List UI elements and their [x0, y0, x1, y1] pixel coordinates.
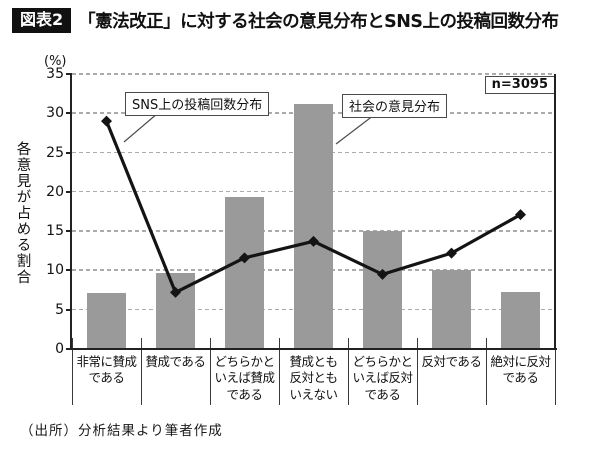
annotation-society-opinion-distribution: 社会の意見分布 [342, 94, 448, 118]
x-category-separator [209, 338, 211, 405]
y-tick-mark [66, 73, 72, 75]
x-tick-label: 非常に賛成 である [76, 354, 137, 386]
bar [225, 197, 264, 349]
x-category-separator [416, 338, 418, 405]
y-tick-label: 15 [46, 223, 64, 240]
y-tick-label: 5 [55, 301, 64, 318]
x-category-separator [485, 338, 487, 405]
gridline [72, 73, 555, 75]
y-tick-label: 25 [46, 144, 64, 161]
source-note: （出所）分析結果より筆者作成 [20, 423, 223, 439]
y-tick-label: 35 [46, 66, 64, 82]
y-tick-mark [66, 151, 72, 154]
diamond-marker [446, 247, 457, 259]
y-tick-mark [66, 348, 72, 350]
y-axis-title: 各意見が占める割合 [14, 141, 31, 285]
bar [294, 103, 333, 349]
bar [432, 270, 471, 349]
y-tick-mark [66, 308, 72, 311]
x-category-separator [140, 338, 142, 405]
y-axis-line [70, 74, 72, 350]
x-category-separator [71, 338, 73, 405]
figure-number-badge: 図表2 [12, 8, 72, 33]
diamond-marker [101, 115, 112, 127]
x-category-separator [554, 338, 556, 405]
x-tick-label: 賛成とも 反対とも いえない [289, 354, 338, 402]
x-tick-label: どちらかと いえば反対 である [352, 354, 413, 402]
diamond-marker [515, 209, 526, 221]
y-tick-label: 10 [46, 262, 64, 279]
y-tick-mark [66, 190, 72, 193]
x-tick-label: 反対である [421, 354, 482, 369]
sns-annotation-leader-line [123, 112, 159, 143]
annotation-sns-post-distribution: SNS上の投稿回数分布 [125, 92, 270, 116]
x-axis-line [70, 348, 557, 350]
figure-title: 「憲法改正」に対する社会の意見分布とSNS上の投稿回数分布 [78, 12, 559, 32]
bar [363, 231, 402, 349]
y-tick-label: 20 [46, 183, 64, 200]
x-category-separator [278, 338, 280, 405]
x-category-separator [347, 338, 349, 405]
y-tick-label: 0 [55, 341, 64, 357]
sample-size-badge: n=3095 [484, 76, 555, 94]
bar [501, 292, 540, 349]
y-tick-mark [66, 230, 72, 233]
y-tick-label: 30 [46, 105, 64, 122]
y-tick-mark [66, 112, 72, 115]
plot-right-border [554, 74, 556, 350]
y-axis-unit-label: (%) [44, 54, 67, 69]
x-tick-label: 絶対に反対 である [490, 354, 551, 386]
bar [87, 293, 126, 349]
figure-header: 図表2 「憲法改正」に対する社会の意見分布とSNS上の投稿回数分布 [12, 8, 559, 33]
x-tick-label: どちらかと いえば賛成 である [214, 354, 275, 402]
y-tick-mark [66, 269, 72, 272]
x-tick-label: 賛成である [145, 354, 206, 369]
bar [156, 272, 195, 349]
